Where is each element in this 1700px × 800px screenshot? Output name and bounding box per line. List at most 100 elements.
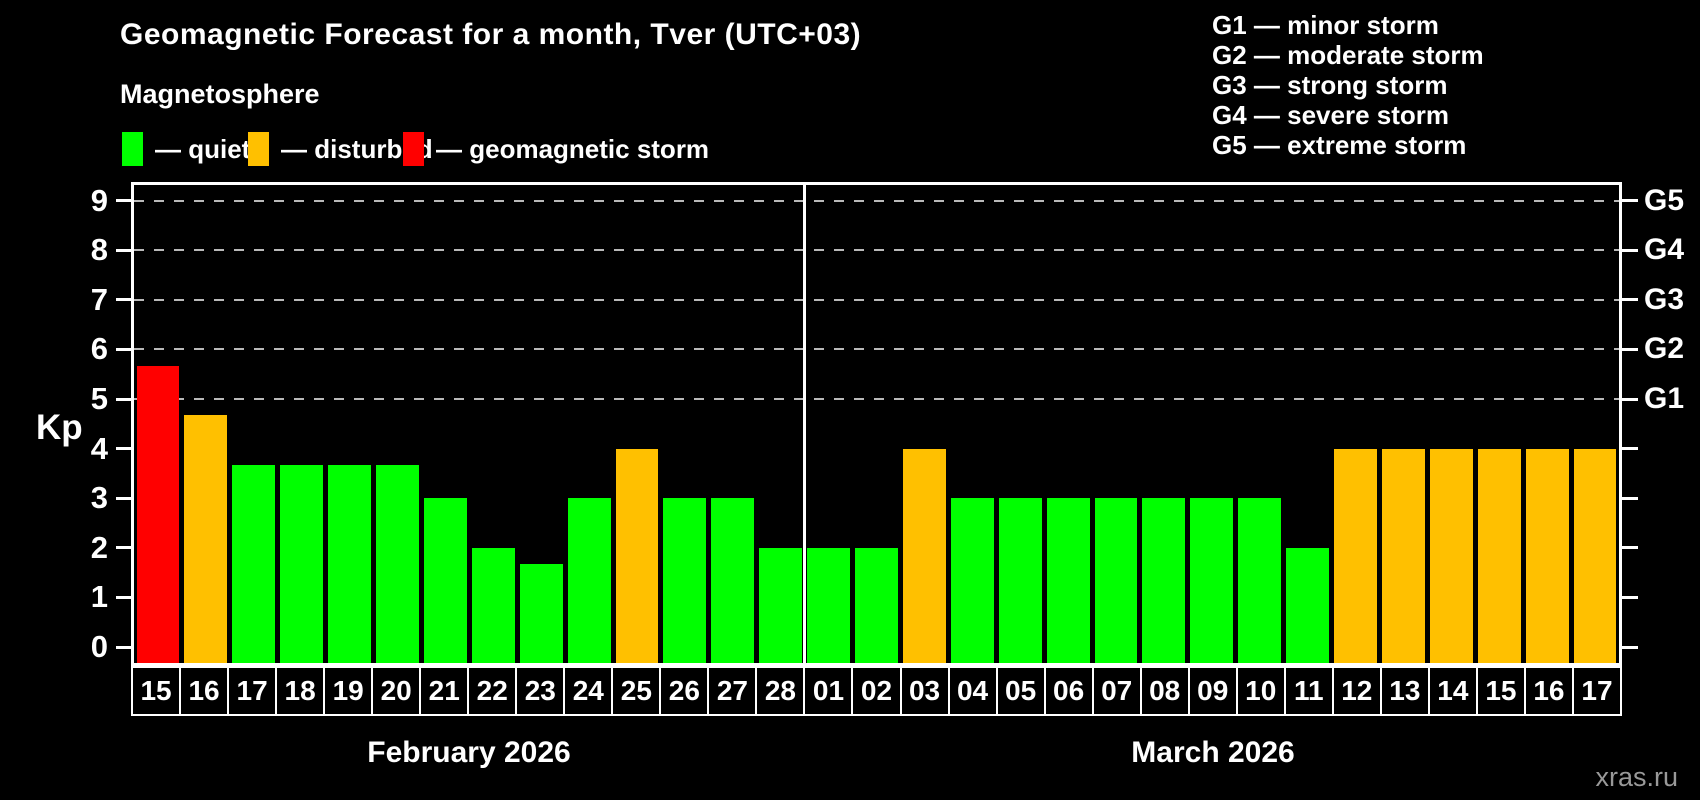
day-cell-february-26: 26 [659, 668, 708, 714]
kp-bar-march-17 [1573, 448, 1617, 663]
kp-bar-march-03 [902, 448, 946, 663]
g-level-label-g5: G5 [1644, 183, 1685, 217]
kp-bar-march-16 [1525, 448, 1569, 663]
plot-area [131, 182, 1622, 666]
kp-bar-march-13 [1381, 448, 1425, 663]
storm-scale-line-1: G1 — minor storm [1212, 10, 1439, 40]
day-cell-march-15: 15 [1475, 668, 1524, 714]
legend-label-quiet: — quiet [155, 133, 251, 164]
y-tick-5 [116, 397, 131, 401]
kp-bar-march-09 [1190, 498, 1234, 663]
bars-layer [134, 185, 1619, 663]
day-cell-march-04: 04 [947, 668, 996, 714]
y-tick-3 [116, 496, 131, 500]
kp-bar-march-08 [1142, 498, 1186, 663]
y-tick-label-5: 5 [90, 381, 108, 416]
kp-bar-february-21 [423, 498, 467, 663]
right-tick-4 [1622, 447, 1638, 451]
kp-bar-march-04 [950, 498, 994, 663]
day-cell-march-06: 06 [1043, 668, 1092, 714]
y-tick-label-1: 1 [90, 579, 108, 615]
y-tick-label-7: 7 [90, 281, 108, 317]
day-cell-february-15: 15 [133, 668, 180, 714]
y-tick-4 [116, 447, 131, 451]
right-tick-1 [1622, 595, 1638, 599]
y-axis-title: Kp [36, 408, 83, 447]
storm-scale-legend: G1 — minor storm G2 — moderate storm G3 — … [1212, 10, 1484, 160]
day-cell-march-09: 09 [1187, 668, 1236, 714]
watermark: xras.ru [1595, 762, 1678, 792]
g-level-label-g4: G4 [1644, 233, 1685, 267]
day-cell-february-21: 21 [419, 668, 468, 714]
day-cell-march-01: 01 [803, 668, 852, 714]
kp-bar-february-19 [328, 464, 371, 663]
day-cell-march-14: 14 [1427, 668, 1476, 714]
kp-bar-march-15 [1477, 448, 1521, 663]
y-tick-label-9: 9 [90, 182, 108, 218]
legend-item-storm: — geomagnetic storm [403, 130, 709, 168]
y-tick-label-8: 8 [90, 232, 108, 268]
kp-bar-february-18 [280, 464, 324, 663]
magnetosphere-heading: Magnetosphere [120, 79, 320, 109]
kp-bar-february-23 [519, 564, 563, 663]
y-tick-label-0: 0 [90, 629, 108, 664]
month-label-march: March 2026 [1131, 736, 1295, 769]
legend-swatch-storm [403, 132, 424, 166]
g-level-label-g3: G3 [1644, 282, 1685, 316]
day-cell-march-02: 02 [851, 668, 900, 714]
day-cell-march-05: 05 [995, 668, 1044, 714]
right-tick-3 [1622, 496, 1638, 500]
month-label-february: February 2026 [367, 736, 571, 769]
kp-bar-march-10 [1238, 498, 1282, 663]
y-tick-2 [116, 546, 131, 550]
kp-bar-february-16 [184, 415, 228, 663]
day-cell-march-03: 03 [899, 668, 948, 714]
storm-scale-line-4: G4 — severe storm [1212, 100, 1450, 130]
kp-bar-february-20 [376, 464, 419, 663]
kp-bar-february-27 [711, 498, 755, 663]
day-cell-march-12: 12 [1331, 668, 1380, 714]
g-level-label-g2: G2 [1644, 332, 1685, 366]
kp-bar-march-11 [1286, 547, 1330, 663]
day-cell-february-23: 23 [515, 668, 564, 714]
kp-bar-february-26 [663, 498, 707, 663]
kp-bar-february-22 [471, 547, 515, 663]
month-separator-line [803, 185, 807, 663]
storm-scale-line-5: G5 — extreme storm [1212, 130, 1467, 160]
kp-bar-march-06 [1046, 498, 1090, 663]
day-cell-february-22: 22 [467, 668, 516, 714]
kp-bar-february-24 [567, 498, 611, 663]
kp-bar-february-17 [232, 464, 276, 663]
y-tick-6 [116, 347, 131, 351]
y-tick-label-4: 4 [90, 430, 108, 466]
right-tick-8 [1622, 248, 1638, 252]
right-tick-7 [1622, 298, 1638, 302]
day-cell-march-10: 10 [1235, 668, 1284, 714]
legend-item-quiet: — quiet [122, 130, 250, 168]
right-tick-0 [1622, 645, 1638, 649]
g-level-label-g1: G1 [1644, 382, 1685, 415]
y-tick-label-6: 6 [90, 331, 108, 367]
kp-bar-march-02 [855, 547, 898, 663]
kp-bar-february-25 [615, 448, 659, 663]
y-tick-0 [116, 645, 131, 649]
day-cell-february-27: 27 [707, 668, 756, 714]
gridline-kp9 [134, 199, 1619, 202]
kp-bar-february-28 [759, 547, 803, 663]
y-tick-label-2: 2 [90, 529, 108, 565]
y-tick-label-3: 3 [90, 480, 108, 516]
storm-scale-line-2: G2 — moderate storm [1212, 40, 1484, 70]
y-tick-9 [116, 199, 131, 203]
kp-bar-march-05 [998, 498, 1042, 663]
y-tick-8 [116, 248, 131, 252]
day-cell-february-24: 24 [563, 668, 612, 714]
y-tick-1 [116, 595, 131, 599]
right-tick-2 [1622, 546, 1638, 550]
day-axis: 15 16 17 18 19 20 21 22 23 24 25 26 27 28 01 02 03 04 05 06… [131, 666, 1622, 716]
chart-title: Geomagnetic Forecast for a month, Tver (… [120, 18, 862, 51]
day-cell-february-20: 20 [371, 668, 420, 714]
day-cell-march-07: 07 [1091, 668, 1140, 714]
day-cell-march-13: 13 [1379, 668, 1428, 714]
kp-bar-february-15 [136, 365, 180, 663]
